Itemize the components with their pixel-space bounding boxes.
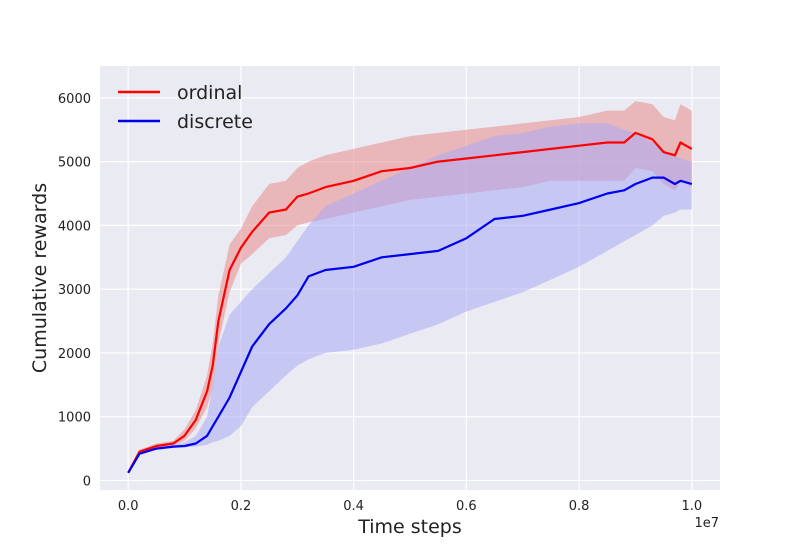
y-tick-label: 3000	[58, 283, 91, 298]
x-tick-label: 0.0	[118, 499, 139, 514]
x-tick-label: 0.4	[343, 499, 364, 514]
x-tick-label: 1.0	[681, 499, 702, 514]
x-tick-label: 0.8	[569, 499, 590, 514]
band-ordinal	[128, 101, 692, 473]
y-tick-label: 0	[83, 474, 91, 489]
y-axis-label: Cumulative rewards	[29, 183, 51, 373]
legend-label-discrete: discrete	[177, 111, 253, 133]
y-tick-label: 2000	[58, 347, 91, 362]
legend: ordinal discrete	[118, 82, 253, 133]
tick-layer: 0.0 0.2 0.4 0.6 0.8 1.0 0 1000 2000 3000 4000 5000 6…	[58, 92, 702, 514]
y-tick-label: 1000	[58, 411, 91, 426]
line-discrete	[127, 176, 693, 474]
legend-label-ordinal: ordinal	[177, 82, 242, 104]
x-tick-label: 0.6	[456, 499, 477, 514]
x-offset-label: 1e7	[694, 516, 719, 531]
x-tick-label: 0.2	[231, 499, 252, 514]
line-layer	[127, 131, 693, 474]
y-tick-label: 4000	[58, 219, 91, 234]
x-axis-label: Time steps	[357, 516, 462, 538]
band-discrete	[128, 123, 692, 473]
band-layer	[128, 101, 692, 473]
y-tick-label: 5000	[58, 156, 91, 171]
y-tick-label: 6000	[58, 92, 91, 107]
line-ordinal	[127, 131, 693, 474]
